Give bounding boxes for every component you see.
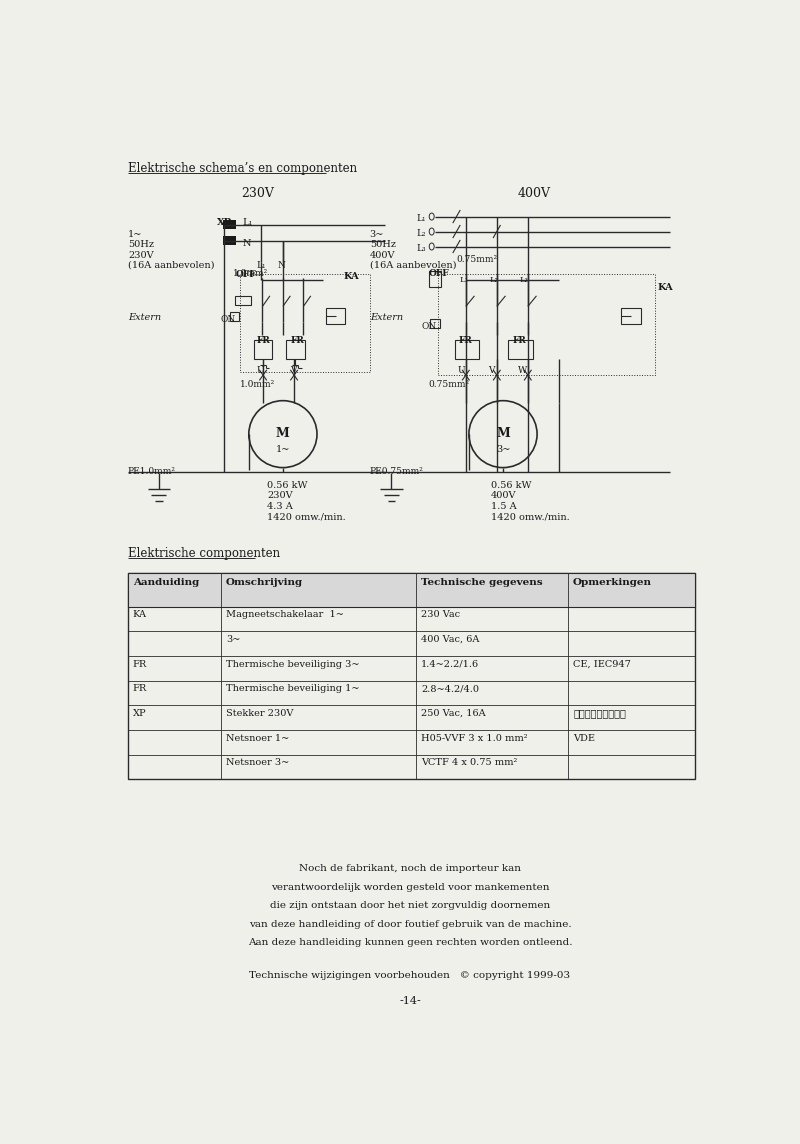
Text: Aanduiding: Aanduiding bbox=[133, 578, 199, 587]
Text: 1~
50Hz
230V
(16A aanbevolen): 1~ 50Hz 230V (16A aanbevolen) bbox=[128, 230, 214, 270]
Text: 0.75mm²: 0.75mm² bbox=[429, 381, 470, 389]
Text: Technische gegevens: Technische gegevens bbox=[421, 578, 542, 587]
Text: KA: KA bbox=[343, 272, 358, 281]
Text: Opmerkingen: Opmerkingen bbox=[573, 578, 652, 587]
Text: Thermische beveiliging 3~: Thermische beveiliging 3~ bbox=[226, 660, 359, 668]
Text: FR: FR bbox=[513, 336, 526, 345]
Bar bbox=[128, 573, 695, 606]
Bar bbox=[230, 311, 239, 320]
Bar bbox=[454, 340, 479, 359]
Text: V: V bbox=[488, 366, 494, 375]
Text: 230 Vac: 230 Vac bbox=[421, 610, 460, 619]
Text: L₂: L₂ bbox=[490, 276, 498, 284]
Text: U: U bbox=[256, 366, 264, 375]
Bar bbox=[128, 573, 695, 779]
Text: KA: KA bbox=[658, 283, 674, 292]
Text: L₁: L₁ bbox=[459, 276, 469, 284]
Text: Netsnoer 3~: Netsnoer 3~ bbox=[226, 758, 289, 768]
Text: die zijn ontstaan door het niet zorgvuldig doornemen: die zijn ontstaan door het niet zorgvuld… bbox=[270, 901, 550, 909]
Text: verantwoordelijk worden gesteld voor mankementen: verantwoordelijk worden gesteld voor man… bbox=[270, 882, 550, 891]
Text: L₃: L₃ bbox=[416, 244, 426, 253]
Text: FR: FR bbox=[458, 336, 472, 345]
Text: V: V bbox=[290, 366, 297, 375]
Text: ON: ON bbox=[421, 323, 437, 332]
Text: FR: FR bbox=[291, 336, 305, 345]
Text: 1.0mm²: 1.0mm² bbox=[234, 270, 269, 278]
Text: 3~
50Hz
400V
(16A aanbevolen): 3~ 50Hz 400V (16A aanbevolen) bbox=[370, 230, 456, 270]
Text: Stekker 230V: Stekker 230V bbox=[226, 709, 294, 718]
Bar bbox=[222, 220, 237, 229]
Bar bbox=[430, 319, 440, 327]
Text: 3~: 3~ bbox=[226, 635, 240, 644]
Text: 1.4~2.2/1.6: 1.4~2.2/1.6 bbox=[421, 660, 479, 668]
Text: L₁: L₁ bbox=[242, 219, 253, 228]
Text: M: M bbox=[276, 427, 290, 440]
Text: VCTF 4 x 0.75 mm²: VCTF 4 x 0.75 mm² bbox=[421, 758, 518, 768]
Text: Elektrische componenten: Elektrische componenten bbox=[128, 547, 280, 559]
Text: PE0.75mm²: PE0.75mm² bbox=[370, 467, 423, 476]
Text: 400 Vac, 6A: 400 Vac, 6A bbox=[421, 635, 479, 644]
Text: U: U bbox=[457, 366, 465, 375]
Bar bbox=[286, 340, 305, 359]
Text: Magneetschakelaar  1~: Magneetschakelaar 1~ bbox=[226, 610, 344, 619]
Text: L₃: L₃ bbox=[519, 276, 528, 284]
Text: 250 Vac, 16A: 250 Vac, 16A bbox=[421, 709, 486, 718]
Text: FR: FR bbox=[133, 660, 147, 668]
Text: ON: ON bbox=[221, 316, 236, 324]
Text: -14-: -14- bbox=[399, 996, 421, 1006]
Bar bbox=[621, 308, 641, 324]
Text: KA: KA bbox=[133, 610, 147, 619]
Bar bbox=[326, 308, 345, 324]
Text: VDE: VDE bbox=[573, 733, 595, 742]
Text: W: W bbox=[518, 366, 527, 375]
Text: 1~: 1~ bbox=[276, 445, 290, 454]
Bar bbox=[222, 236, 237, 245]
Bar bbox=[239, 273, 370, 373]
Text: FR: FR bbox=[133, 684, 147, 693]
Text: ⒼⒾⒾⒽⓈ⚠ⓀⒺⓈ: ⒼⒾⒾⒽⓈ⚠ⓀⒺⓈ bbox=[573, 709, 626, 718]
Text: L₂: L₂ bbox=[416, 229, 426, 238]
Bar bbox=[438, 273, 655, 375]
Bar bbox=[429, 271, 441, 287]
Text: Noch de fabrikant, noch de importeur kan: Noch de fabrikant, noch de importeur kan bbox=[299, 864, 521, 873]
Text: FR: FR bbox=[257, 336, 270, 345]
Text: M: M bbox=[496, 427, 510, 440]
Text: OFF: OFF bbox=[235, 270, 256, 279]
Text: 230V: 230V bbox=[242, 186, 274, 199]
Bar bbox=[508, 340, 533, 359]
Text: 0.75mm²: 0.75mm² bbox=[457, 255, 498, 264]
Text: van deze handleiding of door foutief gebruik van de machine.: van deze handleiding of door foutief geb… bbox=[249, 920, 571, 929]
Text: XP: XP bbox=[133, 709, 146, 718]
Text: 3~: 3~ bbox=[496, 445, 510, 454]
Text: CE, IEC947: CE, IEC947 bbox=[573, 660, 631, 668]
Bar bbox=[254, 340, 272, 359]
Text: N: N bbox=[278, 261, 285, 270]
Text: Technische wijzigingen voorbehouden   © copyright 1999-03: Technische wijzigingen voorbehouden © co… bbox=[250, 970, 570, 979]
Text: XP: XP bbox=[217, 219, 231, 228]
Text: PE1.0mm²: PE1.0mm² bbox=[128, 467, 176, 476]
Text: 400V: 400V bbox=[518, 186, 550, 199]
Text: Thermische beveiliging 1~: Thermische beveiliging 1~ bbox=[226, 684, 359, 693]
Text: 2.8~4.2/4.0: 2.8~4.2/4.0 bbox=[421, 684, 479, 693]
Text: Netsnoer 1~: Netsnoer 1~ bbox=[226, 733, 289, 742]
Text: 1.0mm²: 1.0mm² bbox=[239, 381, 274, 389]
Text: Omschrijving: Omschrijving bbox=[226, 578, 303, 587]
Text: OFF: OFF bbox=[429, 269, 450, 278]
Text: 0.56 kW
400V
1.5 A
1420 omw./min.: 0.56 kW 400V 1.5 A 1420 omw./min. bbox=[490, 480, 570, 521]
Text: Aan deze handleiding kunnen geen rechten worden ontleend.: Aan deze handleiding kunnen geen rechten… bbox=[248, 938, 572, 947]
Text: L₁: L₁ bbox=[416, 214, 426, 223]
Text: 0.56 kW
230V
4.3 A
1420 omw./min.: 0.56 kW 230V 4.3 A 1420 omw./min. bbox=[267, 480, 346, 521]
Text: N: N bbox=[242, 239, 251, 247]
Text: Elektrische schema’s en componenten: Elektrische schema’s en componenten bbox=[128, 162, 357, 175]
Text: L₁: L₁ bbox=[256, 261, 266, 270]
Text: Extern: Extern bbox=[128, 313, 161, 323]
Bar bbox=[235, 296, 250, 304]
Text: H05-VVF 3 x 1.0 mm²: H05-VVF 3 x 1.0 mm² bbox=[421, 733, 528, 742]
Text: Extern: Extern bbox=[370, 313, 403, 323]
